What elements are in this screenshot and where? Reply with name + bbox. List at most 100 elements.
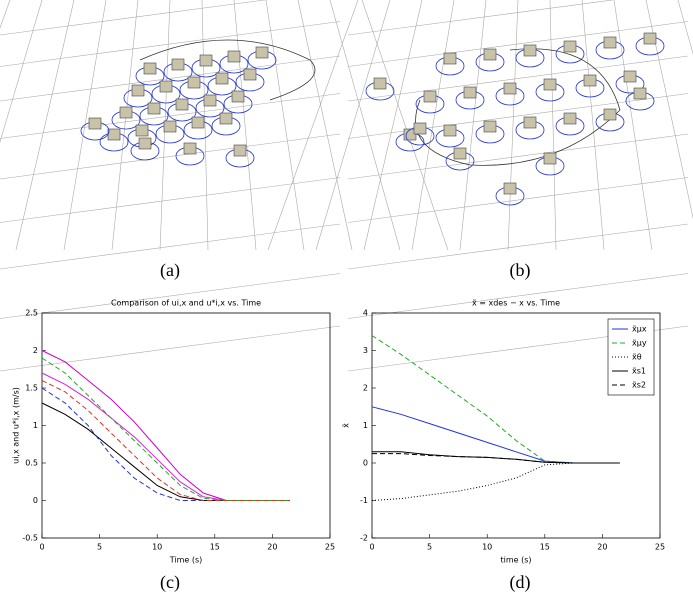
y-tick-label: 4 <box>363 309 368 318</box>
floor-line <box>0 133 341 180</box>
y-tick-label: 0 <box>363 459 368 468</box>
robot <box>219 112 233 125</box>
robot <box>483 48 497 61</box>
x-tick-label: 15 <box>540 543 550 552</box>
x-tick-label: 20 <box>597 543 607 552</box>
series-line <box>371 462 620 501</box>
robot <box>503 82 517 95</box>
robot <box>187 76 201 89</box>
robot <box>119 106 133 119</box>
series-line <box>371 406 620 464</box>
series-line <box>41 372 290 501</box>
floor-line <box>411 0 455 251</box>
floor-line <box>347 273 689 319</box>
floor-line <box>347 0 615 36</box>
floor-line <box>347 223 689 270</box>
x-tick-label: 20 <box>267 543 277 552</box>
y-tick-label: 1.5 <box>25 384 38 393</box>
floor-line <box>0 273 341 319</box>
robot <box>443 52 457 65</box>
robot <box>227 50 241 63</box>
robot <box>543 78 557 91</box>
renderings <box>0 0 693 372</box>
floor-line <box>507 0 519 251</box>
robot <box>523 44 537 57</box>
plot-frame <box>41 312 331 539</box>
y-tick-label: -2 <box>360 534 368 543</box>
x-tick-label: 15 <box>210 543 220 552</box>
trajectory <box>139 39 316 101</box>
robot <box>413 122 427 135</box>
floor-line <box>361 0 449 251</box>
robot <box>138 137 152 150</box>
x-tick-label: 5 <box>427 543 432 552</box>
y-tick-label: 2 <box>33 346 38 355</box>
floor-line <box>0 55 341 102</box>
y-tick-label: 0.5 <box>25 459 38 468</box>
floor-line <box>677 0 693 55</box>
x-tick-label: 10 <box>482 543 492 552</box>
y-axis-label: x̃ <box>342 423 351 428</box>
series-line <box>41 380 290 501</box>
x-tick-label: 25 <box>655 543 665 552</box>
robot <box>175 98 189 111</box>
y-tick-label: 2 <box>363 384 368 393</box>
y-axis-label: ui,x and u*i,x (m/s) <box>12 387 21 464</box>
robot <box>403 128 417 141</box>
x-tick-label: 25 <box>325 543 335 552</box>
x-axis-label: Time (s) <box>169 556 203 565</box>
robot <box>503 182 517 195</box>
floor-line <box>347 177 689 223</box>
robot <box>143 62 157 75</box>
legend-label: x̃θ <box>632 353 642 362</box>
robot <box>233 144 247 157</box>
robot <box>563 40 577 53</box>
robot <box>243 68 257 81</box>
floor-line <box>347 55 689 102</box>
legend-label: x̃μx <box>632 325 647 334</box>
y-tick-label: 3 <box>363 346 368 355</box>
floor-line <box>267 0 359 251</box>
robot <box>443 124 457 137</box>
robot <box>643 32 657 45</box>
floor-line <box>549 0 557 251</box>
y-tick-label: 1 <box>363 421 368 430</box>
robot <box>107 128 121 141</box>
floor-line <box>0 0 267 36</box>
robot <box>373 77 387 90</box>
robot <box>623 70 637 83</box>
robot <box>88 117 102 130</box>
chart-title: Comparison of ui,x and u*i,x vs. Time <box>111 299 261 308</box>
y-tick-label: 0 <box>33 496 38 505</box>
robot <box>215 72 229 85</box>
floor-line <box>111 0 139 251</box>
series-line <box>372 453 620 464</box>
robot <box>199 54 213 67</box>
series-line <box>41 357 290 501</box>
robot <box>183 142 197 155</box>
floor-line <box>329 0 401 251</box>
robot <box>523 116 537 129</box>
robot <box>463 86 477 99</box>
robot <box>633 87 647 100</box>
caption: (a) <box>160 260 180 281</box>
floor-line <box>0 0 43 143</box>
robot <box>543 152 557 165</box>
robot <box>131 84 145 97</box>
floor-line <box>363 0 423 251</box>
robot <box>171 58 185 71</box>
floor-line <box>0 21 341 67</box>
robot <box>159 80 173 93</box>
floor-line <box>0 93 341 139</box>
legend-label: x̃s1 <box>632 367 646 376</box>
x-axis-label: time (s) <box>500 556 531 565</box>
caption: (b) <box>510 260 531 281</box>
floor-line <box>581 0 605 251</box>
floor-line <box>0 325 341 372</box>
x-tick-label: 5 <box>97 543 102 552</box>
trajectory <box>415 48 621 166</box>
robot <box>583 74 597 87</box>
robot <box>483 120 497 133</box>
robot <box>163 120 177 133</box>
